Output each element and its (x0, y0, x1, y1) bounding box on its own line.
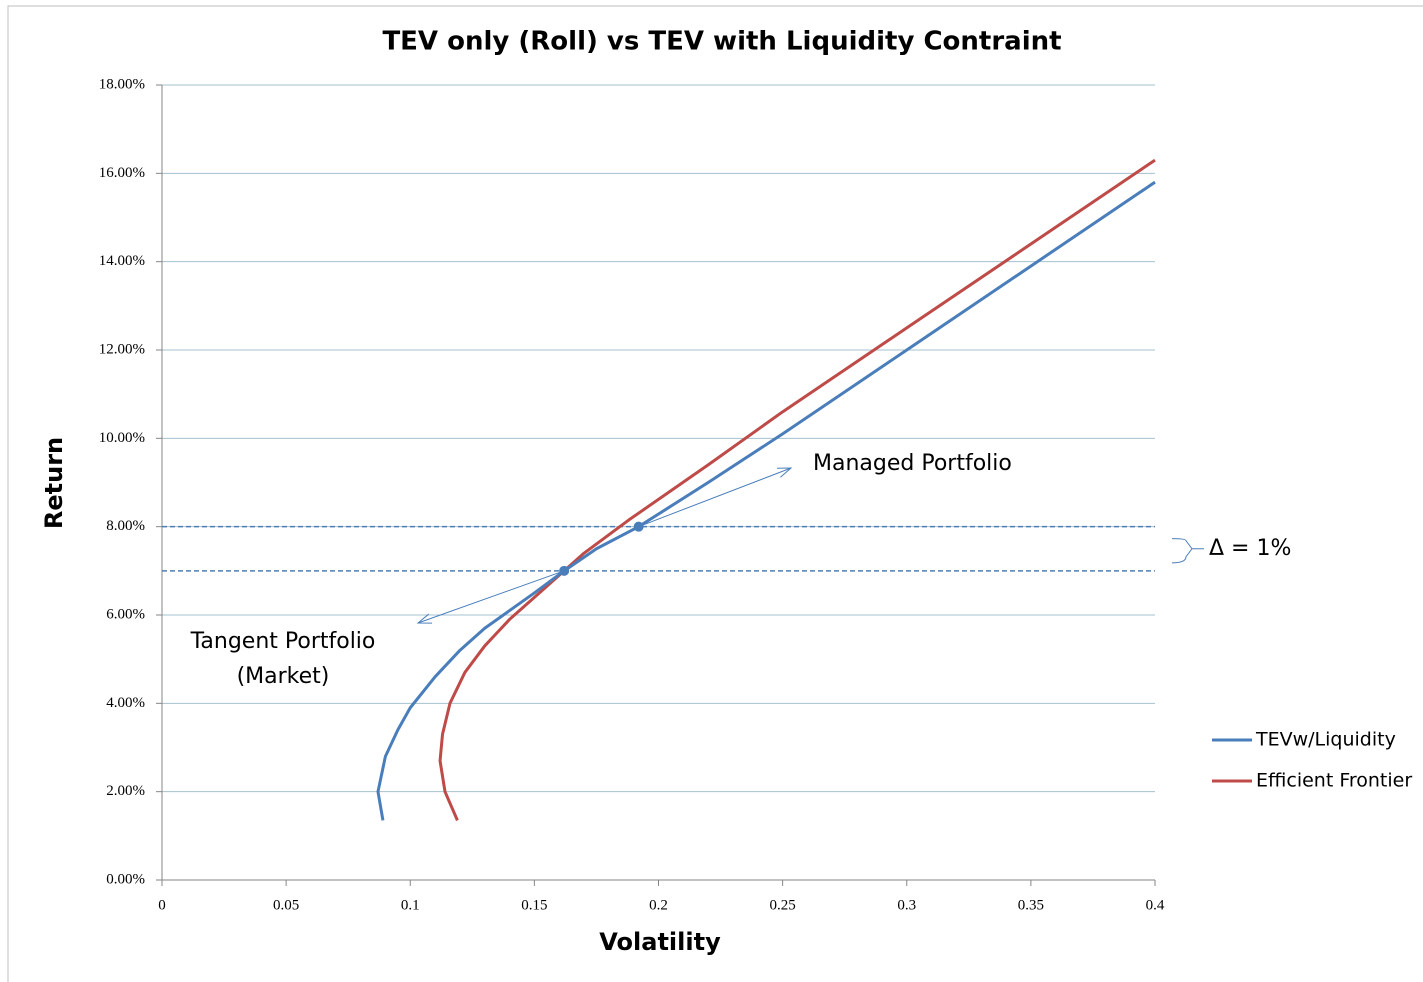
y-tick-label: 18.00% (99, 76, 145, 92)
annotation-arrow (638, 467, 792, 528)
x-tick-label: 0.15 (521, 897, 547, 913)
series-line (376, 180, 1156, 821)
annotation: (Market) (237, 664, 330, 689)
y-tick-label: 16.00% (99, 165, 145, 181)
chart-border (7, 5, 1423, 982)
x-axis-label: Volatility (599, 928, 721, 956)
series-line (438, 158, 1156, 821)
annotation-arrow (417, 570, 565, 624)
x-tick-label: 0.4 (1146, 897, 1165, 913)
arrow-head (416, 613, 433, 624)
y-tick-label: 14.00% (99, 253, 145, 269)
y-tick-label: 0.00% (106, 871, 145, 887)
annotation: Tangent Portfolio (190, 629, 376, 654)
legend-label: Efficient Frontier (1256, 770, 1412, 792)
chart-title: TEV only (Roll) vs TEV with Liquidity Co… (382, 27, 1061, 57)
x-tick-label: 0 (158, 897, 166, 913)
x-tick-label: 0.35 (1018, 897, 1044, 913)
x-tick-label: 0.1 (401, 897, 420, 913)
arrow-head (776, 467, 793, 478)
y-tick-label: 10.00% (99, 430, 145, 446)
x-tick-label: 0.2 (649, 897, 668, 913)
annotation: Δ = 1% (1209, 536, 1291, 561)
x-tick-label: 0.25 (770, 897, 796, 913)
y-tick-label: 4.00% (106, 695, 145, 711)
legend-label: TEVw/Liquidity (1255, 729, 1396, 751)
y-tick-label: 2.00% (106, 783, 145, 799)
y-tick-label: 12.00% (99, 341, 145, 357)
delta-brace (1171, 538, 1204, 564)
x-tick-label: 0.3 (897, 897, 916, 913)
y-axis-label: Return (40, 437, 68, 529)
y-tick-label: 6.00% (106, 606, 145, 622)
x-tick-label: 0.05 (273, 897, 299, 913)
annotation: Managed Portfolio (813, 451, 1012, 476)
y-tick-label: 8.00% (106, 518, 145, 534)
